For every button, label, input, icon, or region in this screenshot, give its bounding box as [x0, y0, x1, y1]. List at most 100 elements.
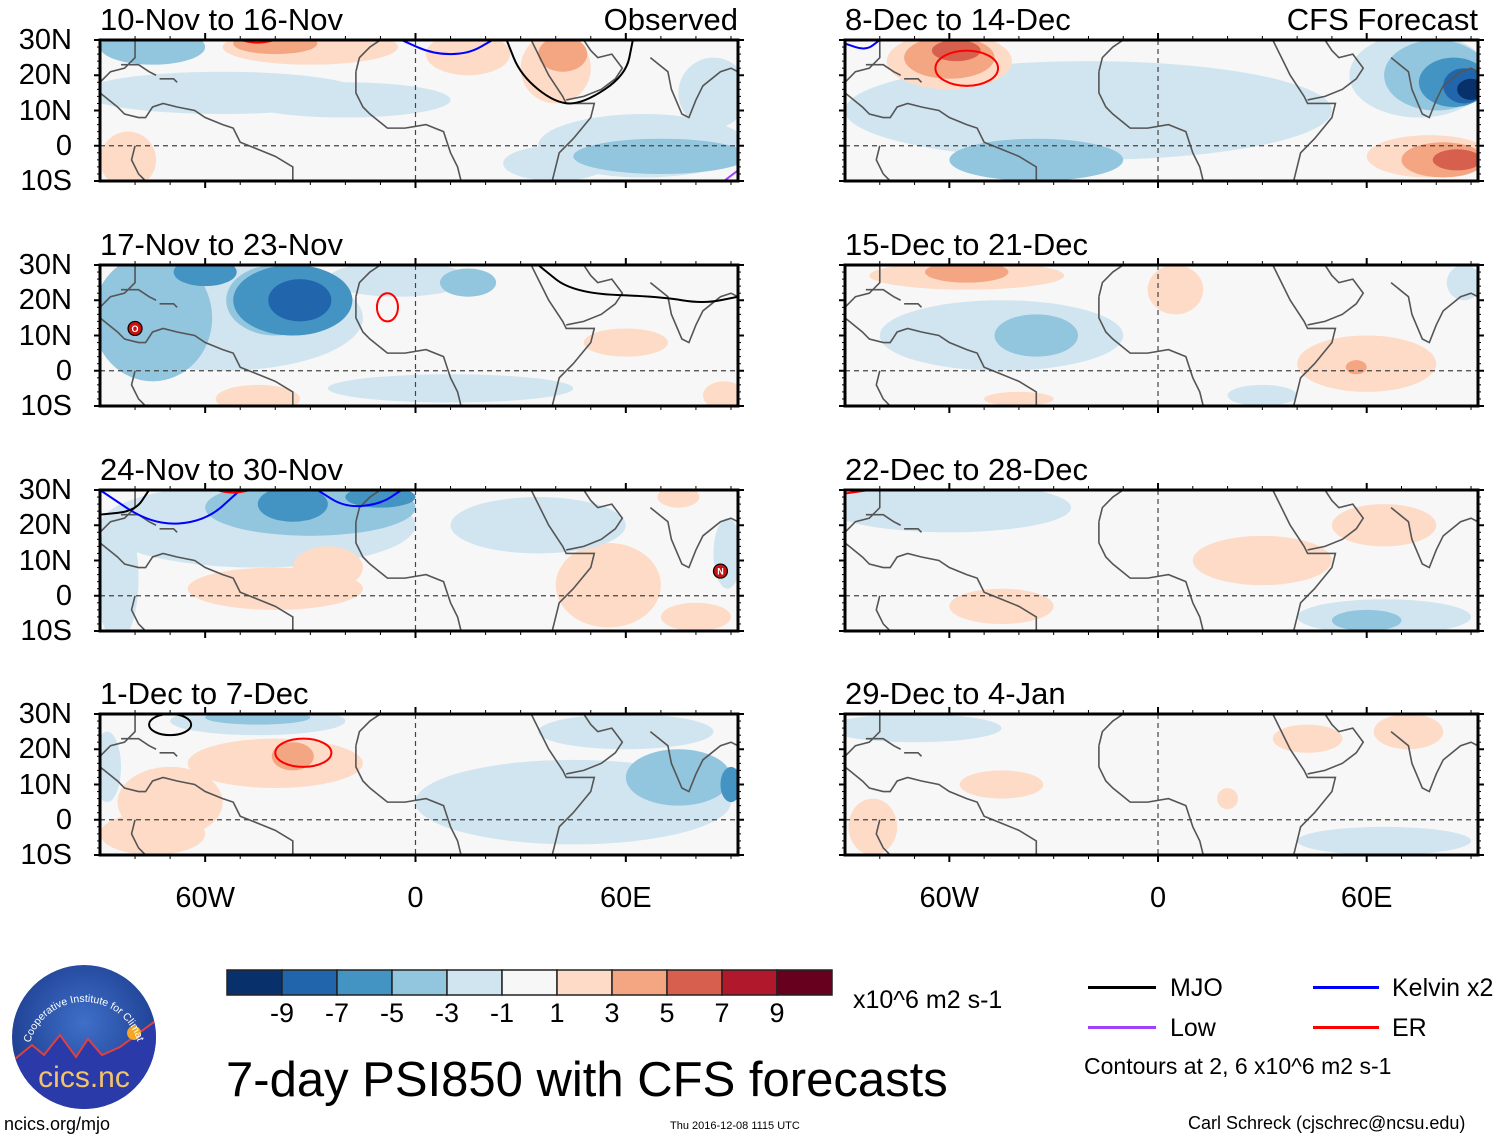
- coastline: [566, 40, 624, 101]
- anomaly-shading: [720, 766, 738, 803]
- anomaly-shading: [1446, 265, 1478, 301]
- coastline: [845, 265, 881, 308]
- coastline: [649, 507, 738, 569]
- y-tick-label: 0: [55, 129, 72, 162]
- anomaly-shading: [440, 268, 497, 297]
- coastline: [100, 92, 294, 181]
- anomaly-shading: [1192, 535, 1332, 586]
- coastline: [875, 145, 891, 181]
- legend-swatch-er: [1313, 1026, 1379, 1029]
- anomaly-shading: [100, 812, 206, 855]
- coastline: [530, 265, 596, 406]
- coastline: [845, 766, 1038, 855]
- coastline: [1098, 265, 1124, 297]
- logo-text: cics.nc: [38, 1061, 130, 1094]
- coastline: [121, 63, 157, 76]
- coastline: [1390, 507, 1478, 569]
- contour-er: [934, 49, 1000, 87]
- coastline: [100, 766, 294, 855]
- colorbar-tick-label: 3: [604, 998, 620, 1028]
- coastline: [904, 302, 923, 308]
- coastline: [845, 714, 881, 757]
- coastline: [1098, 521, 1205, 631]
- coastline: [355, 296, 462, 406]
- site-link[interactable]: ncics.org/mjo: [4, 1114, 111, 1134]
- coastline: [649, 57, 738, 119]
- coastline: [566, 490, 624, 551]
- anomaly-shading: [271, 742, 314, 771]
- anomaly-shading: [1297, 826, 1472, 855]
- anomaly-shading: [240, 82, 451, 118]
- legend-swatch-kelvin: [1313, 986, 1379, 989]
- coastline: [100, 265, 136, 308]
- coastline: [1390, 282, 1478, 344]
- anomaly-shading: [994, 314, 1079, 357]
- map-panel-p2: O: [94, 258, 744, 413]
- anomaly-shading: [678, 57, 738, 129]
- cicsnc-logo-icon: Cooperative Institute for Climate and Sa…: [6, 954, 158, 1111]
- coastline: [1272, 265, 1337, 406]
- coastline: [121, 288, 157, 301]
- coastline: [355, 745, 462, 855]
- coastline: [130, 370, 147, 406]
- y-tick-label: 20N: [18, 733, 72, 766]
- coastline: [1307, 40, 1365, 101]
- map-panel-p8: [839, 707, 1484, 862]
- x-tick-label: 0: [407, 882, 424, 914]
- legend-swatch-low: [1088, 1026, 1156, 1029]
- x-tick-label: 60E: [600, 882, 652, 914]
- anomaly-shading: [233, 40, 318, 55]
- coastline: [159, 302, 178, 308]
- anomaly-shading: [959, 770, 1044, 799]
- panel-tag-forecast: CFS Forecast: [1286, 2, 1478, 37]
- panel-title: 15-Dec to 21-Dec: [845, 227, 1088, 262]
- panel-title: 17-Nov to 23-Nov: [100, 227, 343, 262]
- x-tick-label: 60W: [919, 882, 980, 914]
- storm-symbol-icon: O: [127, 320, 143, 337]
- y-tick-label: 10N: [18, 94, 72, 127]
- colorbar-tick-label: -5: [379, 998, 404, 1028]
- y-tick-label: 30N: [18, 474, 72, 506]
- coastline: [530, 490, 596, 631]
- anomaly-shading: [925, 265, 1009, 283]
- y-tick-label: 20N: [18, 59, 72, 92]
- main-title: 7-day PSI850 with CFS forecasts: [226, 1053, 948, 1107]
- y-tick-label: 30N: [18, 698, 72, 730]
- coastline: [1272, 490, 1337, 631]
- contour-er: [274, 737, 333, 768]
- anomaly-shading: [1432, 149, 1478, 171]
- legend-label-kelvin: Kelvin x2: [1392, 974, 1494, 1002]
- colorbar-tick-label: 1: [549, 998, 565, 1028]
- coastline: [1098, 296, 1205, 406]
- coastline: [355, 40, 381, 72]
- coastline: [355, 265, 381, 297]
- anomaly-shading: [1373, 714, 1444, 750]
- coastline: [159, 751, 178, 757]
- anomaly-shading: [949, 588, 1054, 624]
- anomaly-shading: [984, 391, 1054, 406]
- anomaly-shading: [1297, 335, 1437, 392]
- coastline: [355, 71, 462, 181]
- colorbar-tick-label: 9: [769, 998, 785, 1028]
- coastline: [1272, 40, 1337, 181]
- anomaly-shading: [1147, 265, 1204, 315]
- colorbar-swatch: [556, 969, 613, 996]
- coastline: [100, 40, 136, 83]
- anomaly-shading: [292, 546, 363, 589]
- anomaly-shading: [573, 138, 738, 174]
- anomaly-shading: [1331, 609, 1402, 631]
- contour-mjo: [505, 40, 634, 105]
- coastline: [865, 737, 902, 750]
- coastline: [1098, 745, 1205, 855]
- coastline: [355, 714, 381, 746]
- svg-text:O: O: [132, 324, 139, 334]
- anomaly-shading: [426, 40, 511, 76]
- anomaly-shading: [1272, 724, 1343, 753]
- colorbar-tick-label: 7: [714, 998, 730, 1028]
- panel-title: 24-Nov to 30-Nov: [100, 452, 343, 487]
- contour-kelvin: [401, 40, 494, 56]
- coastline: [566, 714, 624, 775]
- colorbar-tick-label: 5: [659, 998, 675, 1028]
- coastline: [530, 40, 596, 181]
- coastline: [130, 819, 147, 855]
